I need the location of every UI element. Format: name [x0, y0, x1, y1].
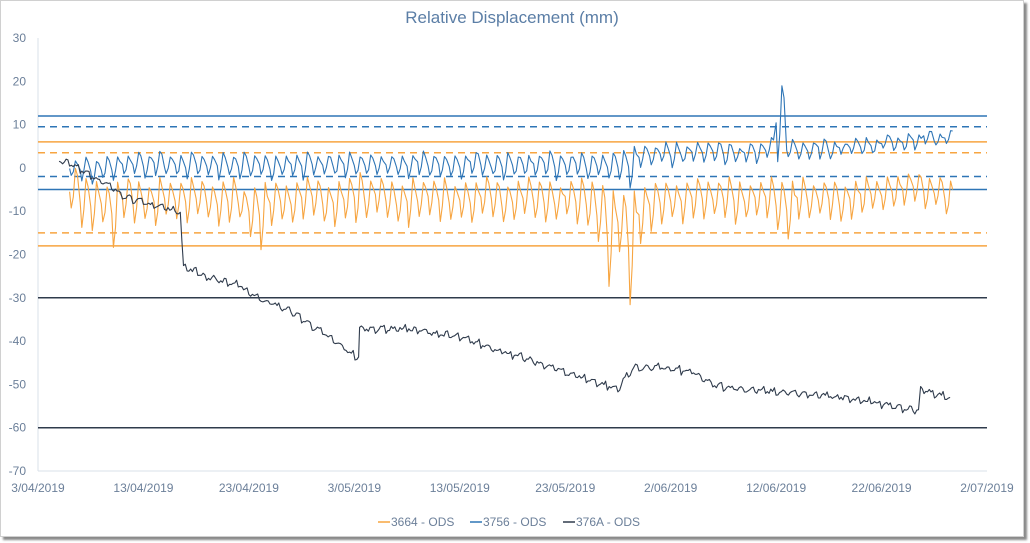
x-tick-label: 13/04/2019 [113, 481, 173, 495]
y-tick-label: -50 [9, 377, 27, 391]
x-tick-label: 13/05/2019 [430, 481, 490, 495]
y-tick-label: -30 [9, 291, 27, 305]
y-tick-label: -40 [9, 334, 27, 348]
y-tick-label: 10 [13, 118, 27, 132]
x-tick-label: 23/04/2019 [219, 481, 279, 495]
series-lines [58, 85, 954, 415]
axes: 30 20 10 0 -10 -20 -30 -40 -50 -60 -70 3/04/2019 13/… [9, 31, 1014, 495]
x-tick-label: 3/05/2019 [328, 481, 382, 495]
y-tick-label: 0 [19, 161, 26, 175]
chart-title: Relative Displacement (mm) [405, 8, 619, 27]
y-tick-label: -70 [9, 464, 27, 478]
legend-label: 376A - ODS [576, 515, 640, 529]
y-tick-label: 20 [13, 74, 27, 88]
reference-lines [38, 115, 987, 429]
x-tick-label: 2/07/2019 [960, 481, 1014, 495]
y-tick-label: 30 [13, 31, 27, 45]
legend-label: 3756 - ODS [483, 515, 546, 529]
x-tick-label: 22/06/2019 [852, 481, 912, 495]
series-line-376a-ods [58, 158, 951, 415]
legend: 3664 - ODS 3756 - ODS 376A - ODS [378, 515, 640, 529]
y-tick-label: -20 [9, 248, 27, 262]
x-tick-label: 12/06/2019 [746, 481, 806, 495]
series-line-3664-ods [69, 167, 954, 306]
x-tick-label: 2/06/2019 [644, 481, 698, 495]
x-tick-label: 3/04/2019 [11, 481, 65, 495]
legend-label: 3664 - ODS [391, 515, 454, 529]
x-tick-label: 23/05/2019 [535, 481, 595, 495]
series-line-3756-ods [69, 85, 953, 189]
y-tick-label: -10 [9, 204, 27, 218]
y-tick-label: -60 [9, 421, 27, 435]
